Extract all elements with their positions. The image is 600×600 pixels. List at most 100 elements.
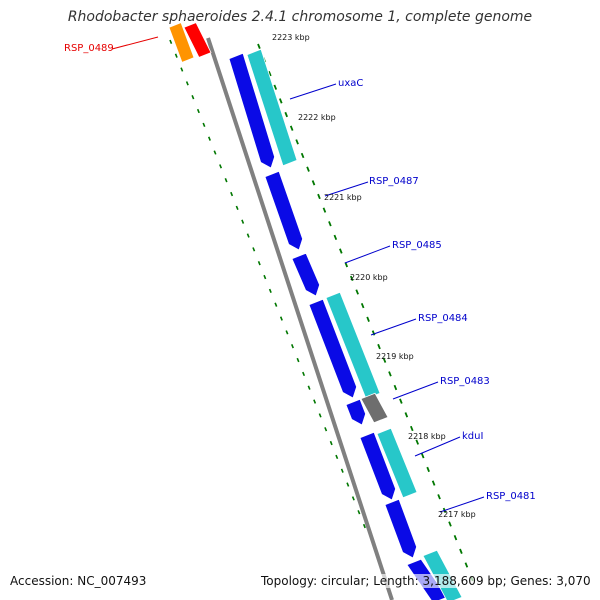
- track-dot: [196, 108, 200, 114]
- track-dot: [346, 482, 350, 487]
- track-dot: [302, 371, 306, 377]
- kbp-dash: [388, 371, 392, 377]
- track-dot: [174, 53, 178, 58]
- kbp-dash: [360, 302, 365, 309]
- kbp-dash: [377, 343, 381, 350]
- kbp-dash: [333, 234, 338, 241]
- kbp-dash: [284, 111, 288, 118]
- kbp-dash: [431, 480, 436, 486]
- label-leader: [344, 245, 391, 264]
- track-dot: [230, 191, 234, 197]
- gene-feature-blue[interactable]: [291, 252, 321, 297]
- genome-stats-text: Topology: circular; Length: 3,188,609 bp…: [261, 574, 591, 588]
- kbp-dash: [448, 521, 452, 527]
- track-dot: [257, 261, 261, 266]
- kbp-dash: [464, 562, 469, 568]
- kbp-tick-label: 2218 kbp: [408, 432, 446, 441]
- gene-label-rsp_0487[interactable]: RSP_0487: [369, 176, 419, 187]
- kbp-dash: [289, 125, 294, 131]
- gene-label-rsp_0483[interactable]: RSP_0483: [440, 376, 490, 387]
- track-dot: [268, 288, 272, 294]
- kbp-dash: [279, 98, 283, 104]
- track-dot: [290, 344, 294, 349]
- gene-label-rsp_0481[interactable]: RSP_0481: [486, 491, 536, 502]
- track-dot: [263, 274, 267, 280]
- track-dot: [213, 150, 217, 155]
- gene-feature-blue[interactable]: [345, 398, 367, 426]
- track-dot: [274, 302, 278, 307]
- kbp-dash: [355, 289, 359, 295]
- kbp-dash: [339, 248, 343, 254]
- label-leader: [111, 36, 159, 50]
- kbp-tick-label: 2220 kbp: [350, 273, 388, 282]
- kbp-dash: [371, 330, 376, 336]
- map-title: Rhodobacter sphaeroides 2.4.1 chromosome…: [67, 9, 533, 25]
- track-dot: [329, 440, 333, 446]
- gene-label-uxac[interactable]: uxaC: [338, 78, 363, 89]
- gene-feature-blue[interactable]: [384, 498, 418, 559]
- gene-label-kdui[interactable]: kduI: [462, 431, 483, 442]
- kbp-tick-label: 2219 kbp: [376, 352, 414, 361]
- kbp-dash: [420, 453, 425, 459]
- gene-feature-cyan[interactable]: [376, 427, 418, 499]
- kbp-ticks: 2223 kbp 2222 kbp 2221 kbp 2220 kbp 2219 kbp…: [272, 33, 476, 519]
- accession-text: Accession: NC_007493: [10, 574, 147, 588]
- track-dot: [185, 81, 189, 86]
- kbp-dash: [295, 139, 299, 145]
- kbp-dash: [399, 398, 403, 404]
- kbp-tick-label: 2222 kbp: [298, 113, 336, 122]
- kbp-dash: [317, 193, 321, 200]
- track-dot: [246, 233, 250, 238]
- kbp-dash: [349, 275, 354, 282]
- track-dot: [324, 427, 328, 432]
- kbp-dash: [306, 166, 310, 172]
- kbp-dash: [453, 535, 458, 541]
- track-dot: [169, 39, 173, 45]
- label-leader: [414, 436, 461, 457]
- track-dot: [252, 247, 256, 252]
- gene-features: [168, 22, 463, 600]
- track-dot: [224, 178, 228, 183]
- gene-label-rsp_0485[interactable]: RSP_0485: [392, 240, 442, 251]
- kbp-dash: [257, 43, 261, 49]
- outer-dashed-track: [169, 39, 366, 529]
- backbone-line: [206, 37, 394, 600]
- gene-feature-blue[interactable]: [308, 298, 358, 399]
- track-dot: [285, 330, 289, 335]
- gene-feature-blue[interactable]: [359, 431, 397, 501]
- gene-feature-red[interactable]: [183, 22, 212, 58]
- track-dot: [351, 496, 355, 501]
- kbp-dash: [322, 207, 327, 213]
- gene-label-rsp_0484[interactable]: RSP_0484: [418, 313, 468, 324]
- track-dot: [207, 136, 211, 141]
- gene-feature-orange[interactable]: [168, 22, 195, 63]
- track-dot: [202, 122, 206, 128]
- gene-feature-blue[interactable]: [228, 52, 276, 169]
- label-leaders: [111, 36, 485, 513]
- label-leader: [324, 181, 369, 197]
- label-leader: [289, 83, 337, 100]
- kbp-dash: [328, 221, 332, 227]
- track-dot: [235, 205, 239, 211]
- track-dot: [296, 357, 300, 363]
- gene-feature-cyan[interactable]: [246, 48, 298, 167]
- track-dot: [241, 219, 245, 224]
- gene-feature-blue[interactable]: [264, 170, 304, 251]
- track-dot: [279, 316, 283, 321]
- kbp-dash: [410, 425, 414, 432]
- label-leader: [439, 496, 485, 513]
- kbp-dash: [393, 384, 398, 391]
- kbp-dash: [426, 466, 430, 473]
- kbp-dash: [382, 357, 387, 363]
- kbp-dash: [404, 412, 409, 418]
- kbp-dash: [273, 84, 278, 90]
- kbp-dash: [459, 548, 463, 554]
- backbone-track: [206, 37, 394, 600]
- gene-feature-gray[interactable]: [360, 392, 389, 424]
- track-dot: [340, 468, 344, 473]
- kbp-dash: [437, 494, 441, 500]
- kbp-dash: [268, 70, 272, 77]
- gene-label-rsp_0489[interactable]: RSP_0489: [64, 43, 114, 54]
- kbp-dash: [311, 180, 316, 186]
